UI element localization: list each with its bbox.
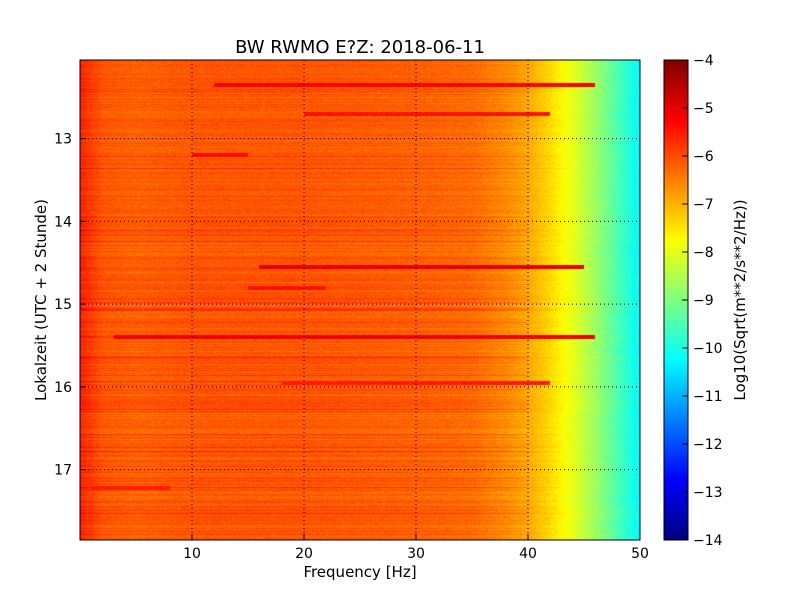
x-axis-ticks: 10 20 30 40 50	[183, 534, 649, 562]
colorbar-tick-label: −7	[693, 197, 714, 213]
colorbar-tick-label: −4	[693, 53, 714, 69]
colorbar-label: Log10(Sqrt(m**2/s**2/Hz))	[731, 199, 749, 400]
grid-lines	[80, 60, 640, 540]
y-tick-label: 15	[54, 297, 72, 313]
colorbar-tick-label: −12	[693, 437, 723, 453]
colorbar-tick-label: −6	[693, 149, 714, 165]
colorbar-ticks: −4 −5 −6 −7 −8 −9 −10 −11 −12 −13 −14	[682, 53, 723, 549]
colorbar-tick-label: −10	[693, 341, 723, 357]
colorbar-tick-label: −8	[693, 245, 714, 261]
colorbar-tick-label: −11	[693, 389, 723, 405]
x-tick-label: 40	[519, 546, 537, 562]
y-axis-ticks: 13 14 15 16 17	[54, 132, 86, 479]
colorbar-tick-label: −13	[693, 485, 723, 501]
y-tick-label: 17	[54, 463, 72, 479]
y-tick-label: 16	[54, 380, 72, 396]
heatmap-image	[80, 60, 640, 540]
colorbar-tick-label: −14	[693, 533, 723, 549]
x-tick-label: 10	[183, 546, 201, 562]
plot-area: 10 20 30 40 50 13 14 15 16 17	[54, 59, 649, 562]
x-tick-label: 30	[407, 546, 425, 562]
x-tick-label: 50	[631, 546, 649, 562]
x-axis-label: Frequency [Hz]	[303, 563, 416, 581]
chart-title: BW RWMO E?Z: 2018-06-11	[235, 37, 485, 58]
colorbar: −4 −5 −6 −7 −8 −9 −10 −11 −12 −13 −14 Log10(Sqrt(m…	[663, 53, 749, 549]
x-tick-label: 20	[295, 546, 313, 562]
colorbar-tick-label: −5	[693, 101, 714, 117]
y-axis-label: Lokalzeit (UTC + 2 Stunde)	[32, 199, 50, 401]
plot-frame	[79, 59, 641, 541]
colorbar-tick-label: −9	[693, 293, 714, 309]
y-tick-label: 13	[54, 132, 72, 148]
y-tick-label: 14	[54, 214, 72, 230]
